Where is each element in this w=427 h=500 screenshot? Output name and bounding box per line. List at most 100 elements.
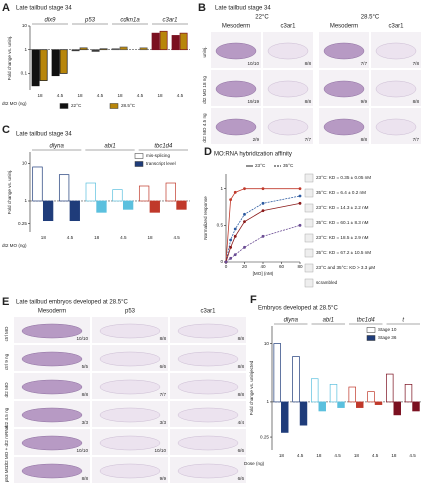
bar bbox=[119, 46, 128, 51]
legend-label: Stage 36 bbox=[378, 335, 397, 340]
point bbox=[261, 187, 265, 191]
embryo bbox=[177, 379, 239, 395]
point bbox=[243, 187, 246, 191]
x-tick-label: 18 bbox=[316, 453, 322, 458]
embryo bbox=[177, 407, 239, 423]
diagram-box bbox=[304, 173, 314, 183]
annotation: 23°C: KD = 0.35 ± 0.05 nM bbox=[316, 175, 371, 180]
bar bbox=[176, 200, 187, 210]
group-label: abi1 bbox=[323, 318, 334, 324]
embryo bbox=[21, 379, 83, 395]
embryo bbox=[99, 351, 161, 367]
x-tick-label: 18 bbox=[77, 93, 83, 98]
annotation: 23°C and 35°C: KD > 3.3 µM bbox=[316, 265, 375, 270]
embryo bbox=[99, 323, 161, 339]
count: 10/10 bbox=[77, 448, 89, 453]
bar bbox=[96, 200, 107, 213]
x-tick-label: 0 bbox=[225, 264, 228, 269]
bar bbox=[165, 182, 176, 202]
x-tick-label: 4.5 bbox=[334, 453, 341, 458]
y-axis-label: Normalized response bbox=[203, 196, 208, 240]
panel-letter: E bbox=[2, 296, 9, 308]
bar bbox=[91, 49, 100, 52]
panel-letter: C bbox=[2, 124, 10, 136]
embryo bbox=[21, 407, 83, 423]
chart-title: MO:RNA hybridization affinity bbox=[214, 152, 292, 158]
column-label: c3ar1 bbox=[388, 24, 404, 30]
embryo bbox=[21, 351, 83, 367]
x-tick-label: 60 bbox=[279, 264, 285, 269]
count: 8/8 bbox=[160, 336, 167, 341]
embryo bbox=[215, 118, 257, 136]
count: 10/10 bbox=[77, 336, 89, 341]
bar bbox=[69, 200, 80, 222]
x-tick-label: 18 bbox=[147, 235, 153, 240]
legend-swatch bbox=[366, 335, 376, 341]
count: 7/7 bbox=[160, 392, 167, 397]
bar bbox=[58, 174, 70, 202]
x-tick-label: 4.5 bbox=[97, 93, 104, 98]
legend-label: 23°C bbox=[255, 163, 266, 168]
fit-line bbox=[225, 195, 301, 263]
x-tick-label: 40 bbox=[260, 264, 266, 269]
count: 19/19 bbox=[248, 99, 260, 104]
bar bbox=[273, 343, 281, 403]
bar bbox=[79, 47, 88, 51]
embryo bbox=[177, 323, 239, 339]
count: 8/8 bbox=[413, 99, 420, 104]
panel-title: Late tailbud embryos developed at 28.5°C bbox=[16, 300, 128, 306]
count: 8/8 bbox=[361, 137, 368, 142]
bar bbox=[299, 401, 308, 426]
count: 5/5 bbox=[82, 364, 89, 369]
diagram-box bbox=[304, 203, 314, 213]
bar bbox=[51, 49, 60, 77]
bar bbox=[139, 47, 148, 51]
bar bbox=[138, 185, 150, 202]
legend-label: Stage 10 bbox=[378, 327, 397, 332]
panel-letter: F bbox=[250, 294, 257, 306]
point bbox=[298, 201, 302, 205]
count: 3/3 bbox=[160, 420, 167, 425]
row-label: ctrl MO bbox=[4, 326, 9, 341]
count: 7/7 bbox=[361, 61, 368, 66]
bar bbox=[404, 384, 413, 403]
legend-swatch bbox=[59, 103, 69, 109]
x-axis-label: dt2 MO (ng) bbox=[2, 243, 27, 248]
bar bbox=[179, 32, 188, 51]
x-tick-label: 18 bbox=[94, 235, 100, 240]
x-tick-label: 4.5 bbox=[177, 93, 184, 98]
x-axis-label: dt2 MO (ng) bbox=[2, 101, 27, 106]
bar bbox=[159, 30, 168, 51]
row-label: uninj. bbox=[202, 47, 207, 58]
y-tick-label: 0.25 bbox=[260, 434, 269, 439]
bar bbox=[393, 401, 401, 416]
group-label: p53 bbox=[84, 18, 96, 24]
x-axis-label: [MO] (nM) bbox=[253, 271, 274, 276]
embryo bbox=[375, 80, 417, 98]
annotation: 23°C: KD = 18.5 ± 2.9 nM bbox=[316, 235, 369, 240]
bar bbox=[85, 182, 96, 202]
embryo bbox=[323, 42, 365, 60]
point bbox=[261, 234, 265, 238]
diagram-box bbox=[304, 218, 314, 228]
annotation: 35°C: KD = 6.4 ± 0.2 nM bbox=[316, 190, 366, 195]
y-tick-label: 1 bbox=[220, 186, 223, 191]
point bbox=[233, 227, 237, 231]
count: 7/7 bbox=[413, 137, 420, 142]
bar bbox=[329, 384, 338, 403]
bar bbox=[337, 401, 345, 408]
row-label: dt2 4.5 ng bbox=[4, 407, 9, 428]
point bbox=[224, 260, 228, 264]
embryo bbox=[323, 80, 365, 98]
panel-letter: B bbox=[198, 2, 206, 14]
legend-label: mis-splicing bbox=[146, 153, 170, 158]
y-tick-label: 10 bbox=[264, 341, 270, 346]
chart-title: Late tailbud stage 34 bbox=[16, 6, 72, 12]
fit-line bbox=[225, 188, 300, 263]
bar bbox=[99, 48, 108, 51]
bar bbox=[356, 401, 364, 408]
legend-swatch bbox=[109, 103, 119, 109]
row-label: dt2 MO 18 ng bbox=[202, 76, 207, 104]
row-label: p53 MO bbox=[4, 465, 9, 482]
legend-label: transcript level bbox=[146, 161, 176, 166]
